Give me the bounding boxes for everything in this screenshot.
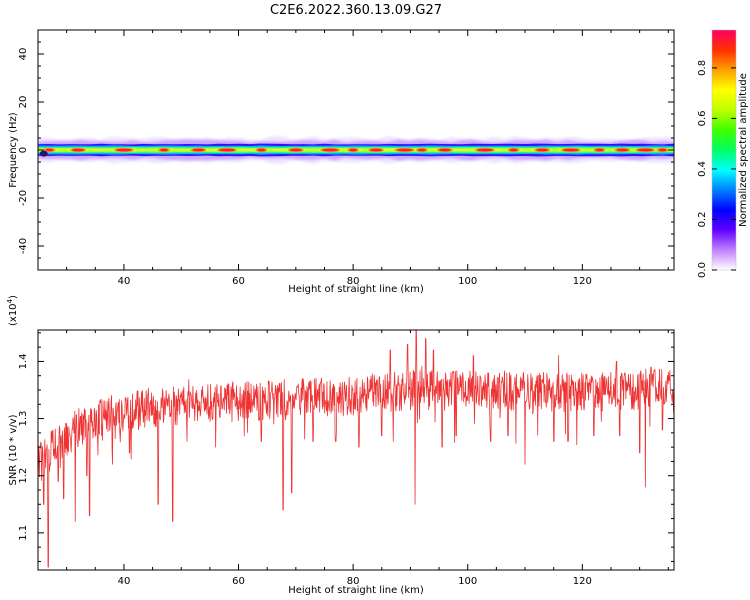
spectrogram-heatmap — [38, 136, 674, 164]
snr-x-tick-label: 100 — [458, 576, 477, 587]
multiplier-close: ) — [8, 295, 19, 299]
spectrogram-peak — [562, 148, 579, 152]
snr-frame — [37, 329, 675, 571]
spectrogram-peak — [616, 148, 629, 152]
spectrogram-x-tick-label: 120 — [573, 276, 592, 287]
colorbar-gradient — [712, 30, 736, 270]
colorbar-tick-label: 0.8 — [697, 60, 708, 76]
spectrogram-peak — [595, 148, 604, 152]
snr-x-tick-label: 40 — [118, 576, 131, 587]
spectrogram-peak — [658, 148, 667, 152]
snr-panel: 40 60 80 100 120 1.1 1.2 1.3 1.4 Height of strai… — [6, 295, 675, 596]
colorbar-label: Normalized spectral amplitude — [738, 73, 749, 227]
spectrogram-peak — [160, 148, 169, 152]
spectrogram-peak — [438, 148, 451, 152]
spectrogram-peak — [637, 148, 654, 152]
colorbar-tick-label: 0.6 — [697, 110, 708, 126]
snr-series-line — [38, 330, 674, 568]
snr-y-tick-label: 1.3 — [18, 411, 29, 427]
spectrogram-peak — [45, 148, 54, 152]
colorbar-tick-label: 0.2 — [697, 212, 708, 228]
spectrogram-peak — [219, 148, 236, 152]
spectrogram-peak — [257, 148, 266, 152]
spectrogram-x-tick-label: 80 — [347, 276, 360, 287]
colorbar-tick-label: 0.0 — [697, 262, 708, 278]
spectrogram-y-tick-label: -40 — [18, 238, 29, 254]
spectrogram-edge-blob — [39, 150, 48, 157]
multiplier-exp: 4 — [6, 298, 14, 303]
spectrogram-peak — [322, 148, 339, 152]
spectrogram-peak — [349, 148, 358, 152]
spectrogram-y-label: Frequency (Hz) — [8, 112, 19, 188]
snr-x-tick-label: 60 — [232, 576, 245, 587]
snr-y-tick-label: 1.2 — [18, 468, 29, 484]
spectrogram-y-tick-label: 20 — [18, 96, 29, 109]
snr-x-label: Height of straight line (km) — [288, 585, 424, 596]
snr-x-tick-label: 80 — [347, 576, 360, 587]
snr-x-tick-label: 120 — [573, 576, 592, 587]
svg-text:(x104): (x104) — [6, 295, 19, 326]
spectrogram-peak — [536, 148, 549, 152]
spectrogram-peak — [396, 148, 413, 152]
spectrogram-x-tick-label: 60 — [232, 276, 245, 287]
snr-y-tick-label: 1.4 — [18, 353, 29, 369]
spectrogram-peak — [417, 148, 426, 152]
spectrogram-panel: 40 60 80 100 120 -40 -20 0 20 40 Height of straig… — [8, 29, 675, 295]
snr-y-tick-label: 1.1 — [18, 525, 29, 541]
spectrogram-peak — [476, 148, 493, 152]
spectrogram-x-label: Height of straight line (km) — [288, 284, 424, 295]
spectrogram-y-tick-label: -20 — [18, 190, 29, 206]
multiplier-base: (x10 — [8, 303, 19, 326]
colorbar-frame — [711, 29, 737, 271]
snr-multiplier: (x104) — [6, 295, 19, 326]
snr-y-label: SNR (10 * v/v) — [8, 414, 19, 485]
spectrogram-peak — [115, 148, 132, 152]
spectrogram-x-tick-label: 100 — [458, 276, 477, 287]
spectrogram-peak — [509, 148, 518, 152]
spectrogram-peak — [72, 148, 85, 152]
spectrogram-x-tick-label: 40 — [118, 276, 131, 287]
spectrogram-y-tick-label: 0 — [18, 147, 29, 153]
spectrogram-peak — [192, 148, 205, 152]
colorbar: 0.0 0.2 0.4 0.6 0.8 Normalized spectral ampl… — [697, 29, 749, 278]
spectrogram-peak — [370, 148, 383, 152]
figure-title: C2E6.2022.360.13.09.G27 — [270, 3, 442, 18]
spectrogram-y-tick-label: 40 — [18, 48, 29, 61]
colorbar-tick-label: 0.4 — [697, 161, 708, 177]
spectrogram-peak — [289, 148, 302, 152]
snr-plot-area — [38, 330, 674, 570]
